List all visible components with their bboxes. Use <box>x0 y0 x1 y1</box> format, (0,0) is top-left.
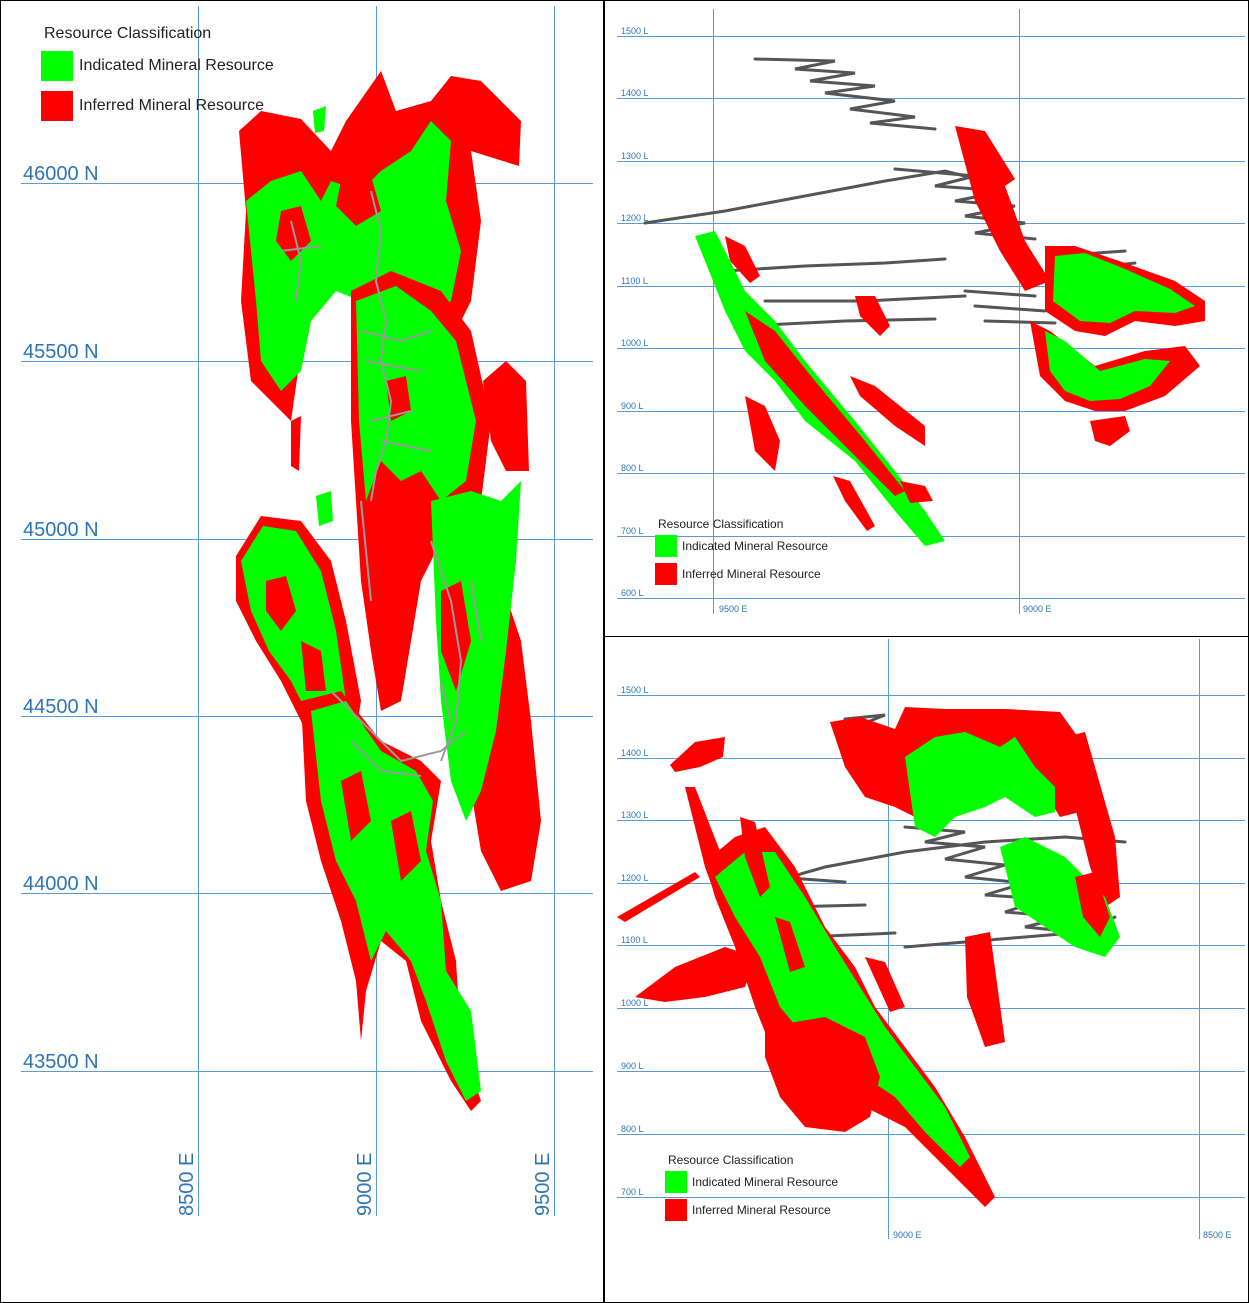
indicated-swatch <box>665 1171 687 1193</box>
level-label-1300: 1300 L <box>621 810 649 820</box>
level-line-1200 <box>617 883 1245 884</box>
legend-inferred-label: Inferred Mineral Resource <box>682 567 821 581</box>
indicated-swatch <box>41 51 73 81</box>
easting-label-8500: 8500 E <box>1203 1230 1232 1240</box>
level-label-1100: 1100 L <box>621 935 648 945</box>
gridline-45500n <box>21 361 593 362</box>
legend-indicated-label: Indicated Mineral Resource <box>692 1175 839 1189</box>
level-line-900 <box>617 1071 1245 1072</box>
easting-label-8500: 8500 E <box>176 1152 198 1216</box>
gridline-8500e <box>198 6 199 1216</box>
level-label-900: 900 L <box>621 1061 644 1071</box>
legend-row-indicated: Indicated Mineral Resource <box>655 535 828 557</box>
level-label-1100: 1100 L <box>621 276 648 286</box>
gridline-43500n <box>21 1071 593 1072</box>
level-line-1000 <box>617 1008 1245 1009</box>
level-label-1400: 1400 L <box>621 88 649 98</box>
easting-label-9000: 9000 E <box>354 1152 376 1216</box>
level-label-1300: 1300 L <box>621 151 649 161</box>
level-label-1500: 1500 L <box>621 26 649 36</box>
northing-label-43500: 43500 N <box>23 1051 99 1073</box>
easting-line-9500 <box>713 9 714 614</box>
level-line-1100 <box>617 286 1245 287</box>
indicated-swatch <box>655 535 677 557</box>
level-label-1000: 1000 L <box>621 998 649 1008</box>
easting-label-9000: 9000 E <box>1023 604 1052 614</box>
level-label-900: 900 L <box>621 401 644 411</box>
easting-label-9500: 9500 E <box>532 1152 554 1216</box>
easting-label-9000: 9000 E <box>893 1230 922 1240</box>
level-label-600: 600 L <box>621 588 644 598</box>
legend-row-inferred: Inferred Mineral Resource <box>655 563 828 585</box>
gridline-9500e <box>554 6 555 1216</box>
section-se-legend: Resource Classification Indicated Minera… <box>665 1153 838 1221</box>
level-label-1500: 1500 L <box>621 685 649 695</box>
level-label-800: 800 L <box>621 463 644 473</box>
legend-row-inferred: Inferred Mineral Resource <box>41 91 274 121</box>
inferred-swatch <box>665 1199 687 1221</box>
easting-line-9000 <box>1019 9 1020 614</box>
legend-row-indicated: Indicated Mineral Resource <box>665 1171 838 1193</box>
northing-label-44000: 44000 N <box>23 873 99 895</box>
level-line-1300 <box>617 161 1245 162</box>
easting-line-8500 <box>1199 639 1200 1239</box>
northing-label-45500: 45500 N <box>23 341 99 363</box>
easting-label-9500: 9500 E <box>719 604 748 614</box>
section-ne-legend: Resource Classification Indicated Minera… <box>655 517 828 585</box>
level-label-1200: 1200 L <box>621 873 649 883</box>
section-ne-shapes <box>643 57 1205 546</box>
northing-label-45000: 45000 N <box>23 519 99 541</box>
plan-view-panel: 46000 N 45500 N 45000 N 44500 N 44000 N … <box>0 0 604 1303</box>
level-line-1000 <box>617 348 1245 349</box>
level-line-1200 <box>617 223 1245 224</box>
level-line-700 <box>617 1197 1245 1198</box>
legend-row-inferred: Inferred Mineral Resource <box>665 1199 838 1221</box>
easting-line-9000 <box>888 639 889 1239</box>
gridline-44000n <box>21 893 593 894</box>
level-line-800 <box>617 473 1245 474</box>
level-label-800: 800 L <box>621 1124 644 1134</box>
level-label-700: 700 L <box>621 1187 644 1197</box>
legend-indicated-label: Indicated Mineral Resource <box>79 57 274 74</box>
northing-label-44500: 44500 N <box>23 696 99 718</box>
legend-title: Resource Classification <box>668 1153 794 1167</box>
northing-label-46000: 46000 N <box>23 163 99 185</box>
legend-inferred-label: Inferred Mineral Resource <box>692 1203 831 1217</box>
inferred-swatch <box>41 91 73 121</box>
legend-row-indicated: Indicated Mineral Resource <box>41 51 274 81</box>
level-line-1400 <box>617 98 1245 99</box>
inferred-swatch <box>655 563 677 585</box>
level-label-1000: 1000 L <box>621 338 649 348</box>
level-line-1500 <box>617 36 1245 37</box>
legend-inferred-label: Inferred Mineral Resource <box>79 97 264 114</box>
level-line-600 <box>617 598 1245 599</box>
level-label-1400: 1400 L <box>621 748 649 758</box>
legend-title: Resource Classification <box>44 25 212 42</box>
level-label-700: 700 L <box>621 526 644 536</box>
section-se-shapes <box>617 707 1127 1207</box>
plan-legend: Resource Classification Indicated Minera… <box>41 25 274 121</box>
level-label-1200: 1200 L <box>621 213 649 223</box>
level-line-900 <box>617 411 1245 412</box>
legend-indicated-label: Indicated Mineral Resource <box>682 539 829 553</box>
section-view-ne-panel: 1500 L 1400 L 1300 L 1200 L 1100 L 1000 … <box>604 0 1249 637</box>
legend-title: Resource Classification <box>658 517 784 531</box>
plan-resource-shapes <box>236 71 541 1111</box>
section-view-se-panel: 1500 L 1400 L 1300 L 1200 L 1100 L 1000 … <box>604 636 1249 1303</box>
level-line-1500 <box>617 695 1245 696</box>
